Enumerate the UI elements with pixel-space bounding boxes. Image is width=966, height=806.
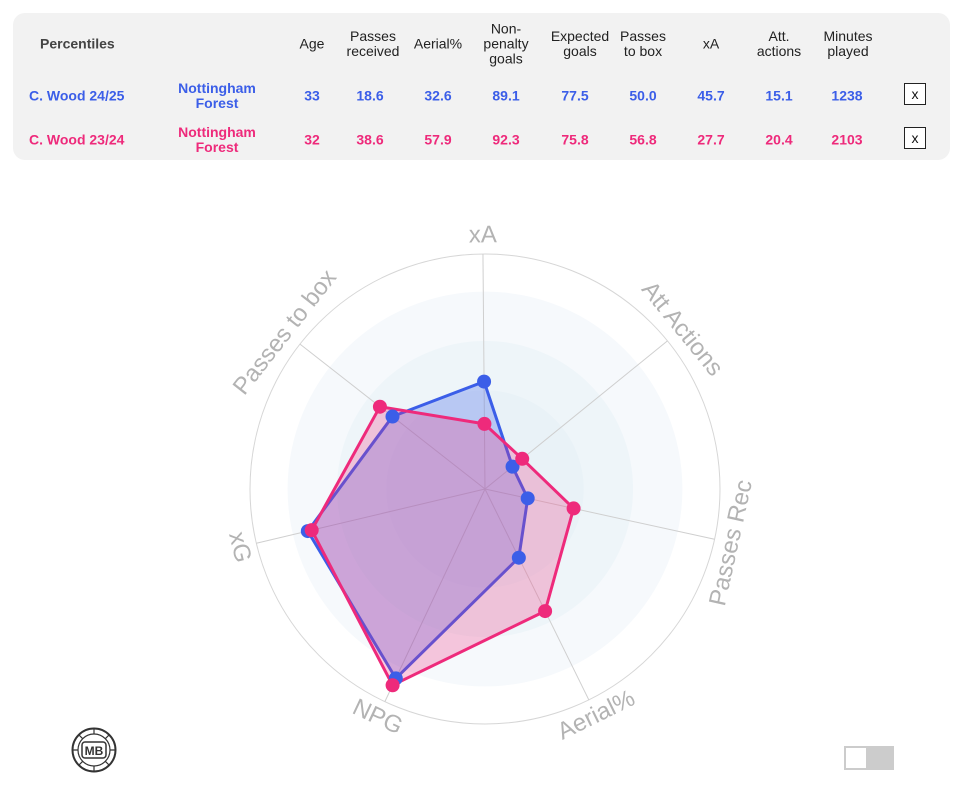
row2-minutes: 2103 <box>831 131 863 148</box>
player-team: Nottingham Forest <box>178 80 256 111</box>
row1-passes-received: 18.6 <box>356 87 384 104</box>
col-header-minutes: Minutes played <box>823 28 873 59</box>
row1-xa: 45.7 <box>697 87 725 104</box>
radar-point <box>385 678 400 693</box>
mb-logo: MB <box>71 727 117 773</box>
radar-point <box>477 374 492 389</box>
row2-att-actions: 20.4 <box>765 131 793 148</box>
player-name: C. Wood 24/25 <box>29 87 125 104</box>
player-team: Nottingham Forest <box>178 124 256 155</box>
view-toggle[interactable] <box>844 746 894 770</box>
radar-point <box>304 523 319 538</box>
toggle-knob[interactable] <box>846 748 866 768</box>
radar-axis-line <box>384 488 486 702</box>
col-header-aerial: Aerial% <box>413 35 463 52</box>
remove-player-button[interactable]: x <box>904 83 926 105</box>
radar-point <box>477 416 492 431</box>
radar-series-area <box>310 405 576 687</box>
row1-aerial: 32.6 <box>424 87 452 104</box>
radar-point <box>505 459 520 474</box>
row2-aerial: 57.9 <box>424 131 452 148</box>
radar-axis-line <box>256 488 486 544</box>
col-header-xa: xA <box>702 35 720 52</box>
col-header-xg: Expected goals <box>550 28 610 59</box>
player-name: C. Wood 23/24 <box>29 131 125 148</box>
col-header-passes-box: Passes to box <box>620 28 666 59</box>
radar-point <box>566 501 581 516</box>
col-header-age: Age <box>299 35 325 52</box>
col-header-npg: Non-penalty goals <box>483 20 529 67</box>
radar-axis-label: xA <box>469 221 497 248</box>
row2-passes-box: 56.8 <box>629 131 657 148</box>
radar-point <box>520 491 535 506</box>
remove-player-button[interactable]: x <box>904 127 926 149</box>
row1-npg: 89.1 <box>492 87 520 104</box>
logo-text: MB <box>85 744 104 758</box>
row1-minutes: 1238 <box>831 87 863 104</box>
radar-point <box>385 409 400 424</box>
radar-point <box>538 604 553 619</box>
percentiles-header: Percentiles <box>40 35 115 52</box>
radar-axis-line <box>484 488 590 701</box>
row1-att-actions: 15.1 <box>765 87 793 104</box>
radar-axis-line <box>482 254 486 490</box>
radar-point <box>515 451 530 466</box>
radar-axis-label: xG <box>223 529 256 565</box>
row2-xg: 75.8 <box>561 131 589 148</box>
row1-passes-box: 50.0 <box>629 87 657 104</box>
row2-xa: 27.7 <box>697 131 725 148</box>
row2-npg: 92.3 <box>492 131 520 148</box>
comparison-table: Percentiles Age Passes received Aerial% N… <box>13 13 950 160</box>
row2-age: 32 <box>304 131 320 148</box>
radar-point <box>511 550 526 565</box>
row1-xg: 77.5 <box>561 87 589 104</box>
col-header-passes-received: Passes received <box>346 28 400 59</box>
col-header-att-actions: Att. actions <box>756 28 802 59</box>
radar-point <box>372 399 387 414</box>
row1-age: 33 <box>304 87 320 104</box>
row2-passes-received: 38.6 <box>356 131 384 148</box>
